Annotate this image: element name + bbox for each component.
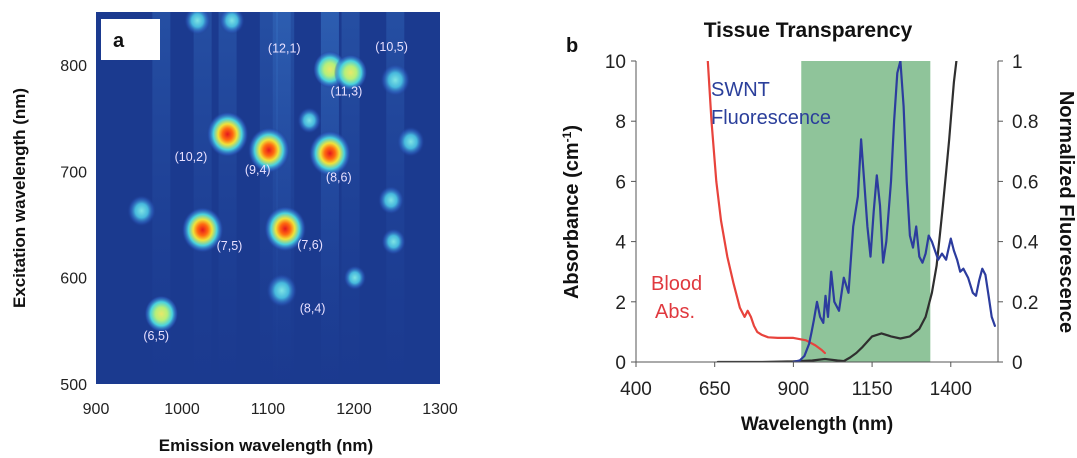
heatmap-peak bbox=[266, 273, 298, 308]
x-axis-title: Wavelength (nm) bbox=[741, 414, 893, 435]
y2-tick-label: 0.2 bbox=[1012, 293, 1038, 314]
heatmap-peak bbox=[127, 194, 156, 227]
y-tick-label: 600 bbox=[60, 271, 87, 288]
x-tick-label: 900 bbox=[778, 379, 810, 400]
peak-label: (10,5) bbox=[375, 40, 408, 54]
annotation-fluorescence: Fluorescence bbox=[711, 107, 831, 129]
y-tick-label: 4 bbox=[615, 233, 626, 254]
x-tick-label: 1400 bbox=[930, 379, 972, 400]
left-y-axis-title-main: Absorbance (cm bbox=[561, 142, 583, 299]
right-y-axis-ticks: 0 0.2 0.4 0.6 0.8 1 bbox=[998, 52, 1039, 374]
heatmap-peak bbox=[264, 205, 307, 252]
heatmap-streak bbox=[152, 12, 171, 384]
series-line bbox=[706, 61, 827, 355]
y-tick-label: 700 bbox=[60, 164, 87, 181]
x-axis-ticks: 900 1000 1100 1200 1300 bbox=[83, 401, 458, 418]
y-tick-label: 500 bbox=[60, 377, 87, 394]
x-tick-label: 400 bbox=[620, 379, 652, 400]
y2-tick-label: 0.4 bbox=[1012, 233, 1039, 254]
panel-b-letter: b bbox=[566, 35, 578, 57]
heatmap-streak bbox=[341, 12, 360, 384]
panel-b-line-chart: Tissue Transparency b 400 650 900 1150 1400 … bbox=[560, 19, 1077, 435]
peak-label: (9,4) bbox=[245, 163, 271, 177]
y2-tick-label: 0.6 bbox=[1012, 172, 1038, 193]
left-y-axis-ticks: 0 2 4 6 8 10 bbox=[605, 52, 636, 374]
peak-label: (12,1) bbox=[268, 41, 301, 55]
y-tick-label: 2 bbox=[615, 293, 626, 314]
peak-label: (7,6) bbox=[297, 238, 323, 252]
x-tick-label: 1000 bbox=[164, 401, 200, 418]
y-axis-ticks: 500 600 700 800 bbox=[60, 58, 87, 394]
heatmap-peak bbox=[308, 130, 351, 177]
y-tick-label: 800 bbox=[60, 58, 87, 75]
heatmap-area bbox=[127, 12, 425, 384]
heatmap-streak bbox=[272, 12, 291, 384]
heatmap-peak bbox=[206, 111, 249, 158]
chart-title: Tissue Transparency bbox=[704, 19, 913, 42]
peak-label: (7,5) bbox=[217, 239, 243, 253]
heatmap-streak bbox=[218, 12, 237, 384]
y-tick-label: 10 bbox=[605, 52, 626, 73]
y2-tick-label: 0 bbox=[1012, 353, 1023, 374]
peak-label: (8,6) bbox=[326, 170, 352, 184]
x-tick-label: 1200 bbox=[336, 401, 372, 418]
left-y-axis-title-suffix: ) bbox=[561, 125, 583, 132]
peak-label: (10,2) bbox=[175, 150, 208, 164]
heatmap-peak bbox=[297, 107, 322, 134]
heatmap-peak bbox=[144, 295, 179, 333]
series-lines bbox=[706, 61, 997, 362]
series-line bbox=[716, 61, 958, 362]
heatmap-streak bbox=[320, 12, 339, 384]
right-y-axis-title: Normalized Fluorescence bbox=[1055, 91, 1077, 333]
heatmap-peaks bbox=[127, 12, 425, 333]
x-axis-title: Emission wavelength (nm) bbox=[159, 436, 373, 455]
heatmap-peak bbox=[333, 54, 368, 91]
left-y-axis-title: Absorbance (cm-1) bbox=[560, 125, 583, 299]
panel-a-letter: a bbox=[113, 30, 125, 52]
x-tick-label: 1150 bbox=[852, 379, 893, 400]
x-axis-ticks: 400 650 900 1150 1400 bbox=[620, 362, 972, 400]
annotation-blood: Blood bbox=[651, 273, 702, 295]
heatmap-peak bbox=[184, 12, 211, 36]
heatmap-peak bbox=[396, 126, 425, 157]
x-tick-label: 1100 bbox=[251, 401, 286, 418]
panel-a-letter-box bbox=[101, 19, 160, 60]
y-tick-label: 6 bbox=[615, 172, 626, 193]
peak-label: (8,4) bbox=[300, 301, 326, 315]
annotation-abs: Abs. bbox=[655, 301, 695, 323]
heatmap-peak bbox=[247, 127, 290, 174]
y2-tick-label: 1 bbox=[1012, 52, 1023, 73]
heatmap-peak bbox=[343, 265, 367, 291]
heatmap-peak bbox=[181, 206, 224, 253]
x-tick-label: 650 bbox=[699, 379, 731, 400]
peak-labels: (6,5) (7,5) (10,2) (9,4) (7,6) (8,4) (8,6) (12,… bbox=[143, 40, 408, 343]
annotation-swnt: SWNT bbox=[711, 79, 770, 101]
heatmap-streak bbox=[193, 12, 212, 384]
peak-label: (6,5) bbox=[143, 329, 169, 343]
x-tick-label: 1300 bbox=[422, 401, 458, 418]
heatmap-peak bbox=[381, 228, 406, 255]
y-axis-title: Excitation wavelength (nm) bbox=[10, 88, 29, 308]
peak-label: (11,3) bbox=[331, 85, 363, 99]
left-y-axis-title-superscript: -1 bbox=[560, 131, 574, 142]
y-tick-label: 8 bbox=[615, 112, 626, 133]
heatmap-peak bbox=[380, 63, 411, 97]
heatmap-peak bbox=[377, 185, 405, 215]
x-tick-label: 900 bbox=[83, 401, 110, 418]
heatmap-peak bbox=[219, 12, 245, 35]
panel-a-heatmap: (6,5) (7,5) (10,2) (9,4) (7,6) (8,4) (8,6) (12,… bbox=[10, 12, 458, 455]
series-line bbox=[792, 61, 997, 362]
y-tick-label: 0 bbox=[615, 353, 626, 374]
y2-tick-label: 0.8 bbox=[1012, 112, 1038, 133]
